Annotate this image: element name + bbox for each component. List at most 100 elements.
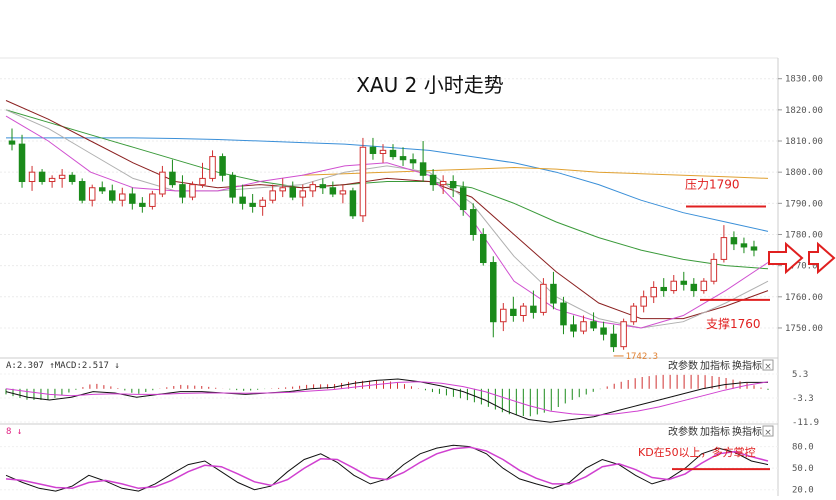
candle [169,159,176,188]
candle-body [459,187,467,211]
candle-body [349,190,357,217]
kd-tick-label: 50.0 [792,464,814,474]
candle-body [369,146,377,154]
price-tick-label: 1830.00 [785,75,823,85]
candle [349,187,357,219]
candle-body [319,184,327,189]
moving-average-line-4 [5,100,769,320]
candle-body [249,202,256,207]
candle [219,153,226,182]
candle [68,172,76,185]
candle-body [169,171,176,186]
candle [319,178,327,194]
price-axis: 1830.00 1820.00 1810.00 1800.00 1790.00 1780.… [778,75,823,334]
candle-body [630,305,637,323]
resistance-label: 压力1790 [685,177,740,191]
candle-body [650,286,657,298]
macd-add-indicator-button[interactable]: 加指标 [700,359,730,372]
macd-tick-label: 5.3 [792,370,808,380]
candle-body [520,305,527,316]
candle-body [490,262,497,323]
candle-body [339,190,347,195]
candle [339,184,347,204]
candle [710,253,718,285]
candle [139,197,146,213]
candle [379,144,387,163]
candle-body [540,283,547,313]
candle-body [510,308,517,316]
candle [680,271,688,291]
candle [670,274,678,294]
candle-body [620,321,627,348]
macd-close-button[interactable] [762,359,774,371]
macd-switch-indicator-button[interactable]: 换指标 [732,359,762,372]
candle [640,290,647,313]
macd-axis: 5.3 -3.3 -11.9 [0,370,819,428]
macd-histogram [5,374,769,417]
candle [329,181,337,198]
moving-average-line-1 [6,137,769,232]
candle [590,312,597,332]
candle-body [710,258,718,282]
support-annotation: 支撑1760 [700,298,770,331]
candle-body [48,177,56,183]
chart-title: XAU 2 小时走势 [356,73,503,97]
candle-body [239,196,246,204]
candle [730,231,738,251]
candle-body [610,333,617,348]
arrow-right-icon [768,241,804,275]
candle-body [229,174,236,198]
kd-add-indicator-button[interactable]: 加指标 [700,425,730,438]
macd-panel: A:2.307 ↑MACD:2.517 ↓ 5.3 -3.3 -11.9 [0,361,819,428]
candle-body [109,190,116,201]
candle [159,165,166,198]
kd-params-button[interactable]: 改参数 [668,425,698,438]
candle [359,137,367,223]
candle [620,318,627,350]
candle [369,137,377,160]
candle-body [429,174,437,186]
macd-tick-label: -11.9 [792,418,819,428]
candle-body [700,280,708,292]
macd-params-button[interactable]: 改参数 [668,359,698,372]
candle [479,228,487,266]
candle [459,181,467,216]
price-tick-label: 1750.00 [785,324,823,334]
kd-switch-indicator-button[interactable]: 换指标 [732,425,762,438]
kd-close-button[interactable] [762,425,774,437]
candle-body [299,190,307,198]
candle-body [439,181,447,186]
candle-body [179,184,186,198]
candle-body [550,283,557,304]
candle-body [189,184,196,198]
arrow-right-icon-2 [808,241,836,275]
candle-body [449,181,457,189]
candle [399,147,407,166]
moving-average-line-2 [302,166,769,179]
candle-body [259,199,266,207]
candle [98,181,106,194]
candle [309,181,317,198]
candle-body [419,162,427,176]
macd-dea-line [5,381,769,416]
candle-body [199,177,206,186]
candle [249,193,256,213]
candle [650,281,657,304]
kd-panel: 8 ↓ 80.0 50.0 20.0 KD在50以上，多方掌控 [0,427,814,496]
candle [580,315,587,335]
candle [500,303,507,332]
candle-body [149,193,156,207]
candle [109,184,116,204]
candle-body [209,156,216,179]
price-tick-label: 1820.00 [785,106,823,116]
candlestick-series [8,128,758,352]
candle-body [670,280,678,292]
candle [129,187,136,210]
candle [239,184,246,210]
candle-body [570,324,577,332]
candle [28,165,36,191]
moving-averages [5,100,769,329]
kd-annotation: KD在50以上，多方掌控 [638,445,756,459]
candle [8,128,16,151]
macd-close-icon: × [764,362,772,372]
